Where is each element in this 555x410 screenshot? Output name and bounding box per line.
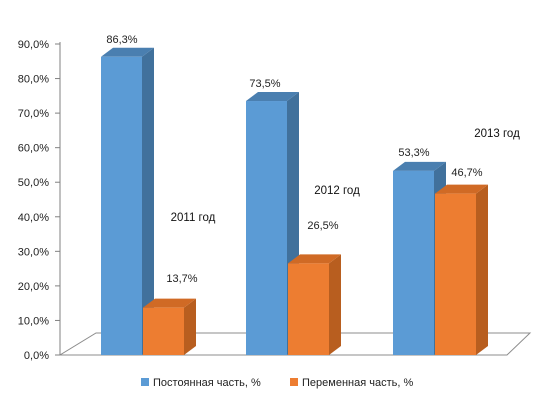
bar-variable-3-top [435,184,488,194]
y-tick-label: 0,0% [24,350,49,362]
legend-swatch-2 [290,378,298,386]
bar-variable-2-top [288,254,341,264]
data-labels: 86,3% 13,7% 73,5% 26,5% 53,3% 46,7% 2011 год 20… [106,34,520,285]
y-tick-label: 80,0% [18,74,49,86]
legend-swatch-1 [141,378,149,386]
bar-variable-2 [288,254,341,355]
data-label-constant: 53,3% [398,147,429,159]
legend: Постоянная часть, % Переменная часть, % [141,377,413,389]
y-tick-label: 90,0% [18,39,49,51]
y-tick-label: 10,0% [18,315,49,327]
bar-variable-3-front [435,193,476,355]
y-tick-label: 40,0% [18,212,49,224]
y-tick-label: 50,0% [18,177,49,189]
data-label-variable: 13,7% [166,273,197,285]
bar-constant-2-front [246,101,287,356]
data-label-variable: 26,5% [307,220,338,232]
y-tick-label: 70,0% [18,108,49,120]
y-tick-label: 20,0% [18,281,49,293]
bar-variable-3-side [476,184,488,355]
bar-variable-1-front [143,307,184,355]
data-label-variable: 46,7% [451,167,482,179]
bar-variable-1-side [184,298,196,355]
legend-label-2: Переменная часть, % [302,377,413,389]
bar-variable-2-side [329,254,341,355]
bar-variable-1-top [143,298,196,308]
y-tick-label: 60,0% [18,143,49,155]
data-label-constant: 73,5% [249,78,280,90]
y-axis: 0,0% 10,0% 20,0% 30,0% 40,0% 50,0% 60,0% 70,0% 8… [18,39,61,362]
bar-constant-3-front [393,170,434,355]
category-label: 2012 год [314,185,360,197]
data-label-constant: 86,3% [106,34,137,46]
bar-variable-3 [435,184,488,355]
bar-variable-2-front [288,263,329,355]
bar-constant-3-top [393,161,446,171]
plot-area [101,47,488,356]
bar-constant-1-front [101,56,142,356]
bar-variable-1 [143,298,196,355]
bar-constant-1-top [101,47,154,57]
bar-constant-1 [101,47,154,356]
legend-label-1: Постоянная часть, % [153,377,261,389]
bar-constant-2-top [246,92,299,102]
y-tick-label: 30,0% [18,246,49,258]
category-label: 2011 год [171,212,216,224]
bar-constant-1-side [142,47,154,356]
category-label: 2013 год [474,128,520,140]
